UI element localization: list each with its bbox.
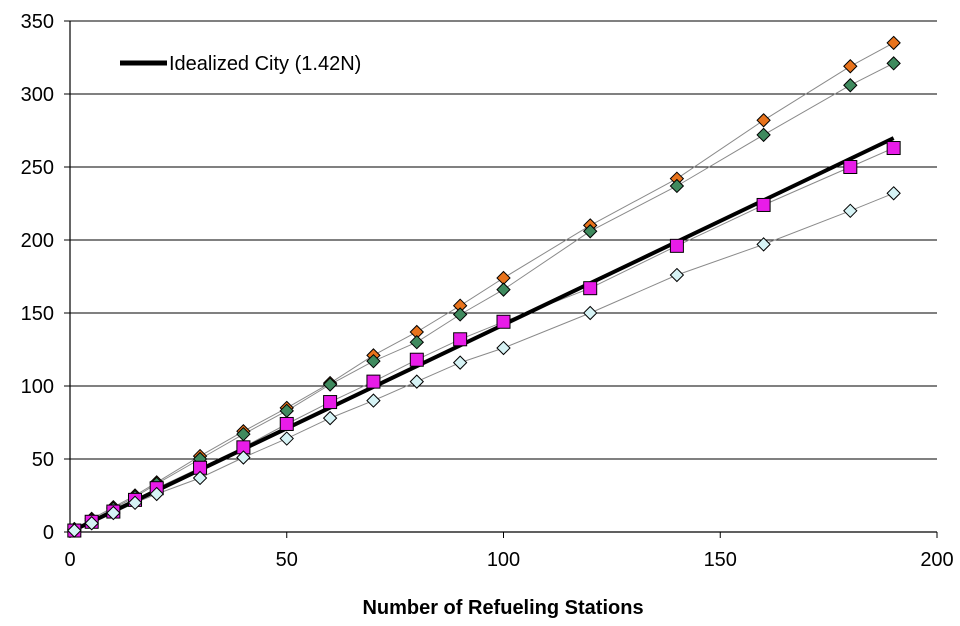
series-4-point [409, 374, 425, 389]
series-2-point [452, 307, 468, 322]
series-markers [67, 35, 901, 538]
series-4-point [67, 523, 82, 538]
series-4-point [756, 237, 771, 252]
y-tick-label: 100 [21, 376, 54, 398]
series-4-point [452, 355, 468, 370]
y-tick-label: 150 [21, 303, 54, 325]
series-3-point [496, 314, 511, 329]
series-4-point [496, 340, 511, 356]
series-4-point [127, 495, 143, 511]
y-tick-label: 300 [21, 84, 54, 106]
series-3-point [409, 352, 424, 367]
series-3-point [756, 197, 771, 212]
series-2-point [843, 78, 858, 93]
series-4-point [582, 305, 598, 321]
idealized-city-line-path [69, 136, 895, 534]
series-4-point [843, 203, 858, 219]
x-tick-label: 150 [704, 549, 737, 571]
series-3-point [886, 141, 901, 156]
x-tick-label: 50 [276, 549, 298, 571]
series-3-point [279, 416, 294, 431]
series-2-point [322, 377, 338, 392]
series-4-point [669, 267, 685, 283]
y-tick-label: 0 [43, 522, 54, 544]
x-tick-label: 0 [64, 549, 75, 571]
series-3-point [453, 332, 468, 347]
series-4-point [886, 186, 901, 201]
tick-labels: 0 50 100 150 200 250 300 350 0 50 100 150 200 [21, 11, 954, 571]
series-1-point [756, 113, 771, 128]
x-tick-label: 100 [487, 549, 520, 571]
series-2-point [496, 282, 511, 297]
series-1-point [843, 59, 858, 74]
y-tick-label: 50 [32, 449, 54, 471]
series-4-point [279, 431, 294, 446]
series-3-point [323, 395, 338, 410]
series-2-point [366, 353, 381, 369]
series-2-point [582, 224, 598, 239]
gridlines [70, 20, 937, 460]
series-3-point [366, 374, 381, 389]
series-2-point [669, 178, 685, 194]
series-4-point [236, 450, 251, 465]
y-tick-label: 250 [21, 157, 54, 179]
series-4-point [106, 505, 121, 521]
series-4-point [322, 410, 338, 426]
series-3-point [669, 238, 684, 253]
series-3-point [583, 281, 598, 296]
x-tick-label: 200 [920, 549, 953, 571]
series-2-point [409, 334, 425, 350]
series-4-point [192, 470, 208, 486]
series-2-point [886, 56, 901, 71]
series-4-point [366, 393, 381, 408]
idealized-city-line [69, 136, 895, 534]
x-axis-label: Number of Refueling Stations [362, 597, 643, 619]
series-4-point [149, 486, 164, 502]
y-tick-label: 350 [21, 11, 54, 33]
y-tick-label: 200 [21, 230, 54, 252]
series-4-point [84, 516, 99, 531]
series-2-point [756, 127, 771, 143]
legend: Idealized City (1.42N) [120, 53, 361, 75]
legend-label: Idealized City (1.42N) [169, 53, 361, 75]
axes [64, 20, 938, 538]
series-3-point [843, 160, 858, 174]
series-1-point [886, 35, 901, 51]
